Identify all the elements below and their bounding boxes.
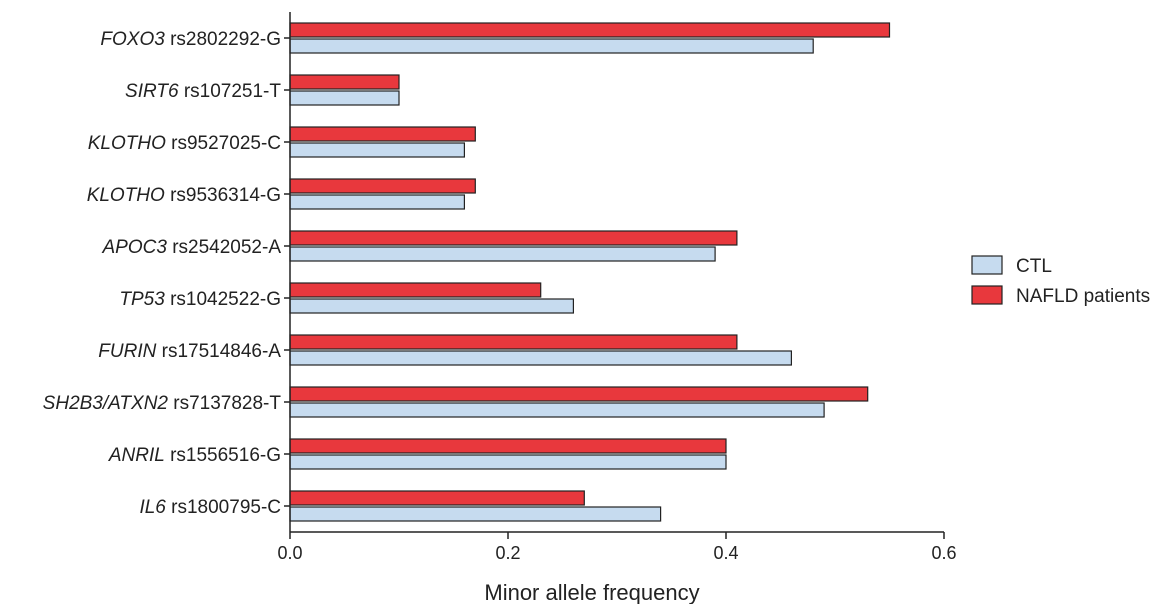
bar-nafld <box>290 231 737 245</box>
category-label: ANRIL rs1556516-G <box>108 445 281 466</box>
x-axis-ticks: 0.0 0.2 0.4 0.6 <box>277 532 956 563</box>
gene-name: ANRIL <box>108 445 165 466</box>
category-label: FURIN rs17514846-A <box>98 341 281 362</box>
gene-name: TP53 <box>119 289 165 310</box>
snp-id: rs17514846-A <box>156 341 281 362</box>
x-tick-label: 0.4 <box>713 543 738 563</box>
legend-label: NAFLD patients <box>1016 286 1150 307</box>
bars <box>290 23 890 521</box>
legend: CTL NAFLD patients <box>972 256 1150 307</box>
bar-nafld <box>290 127 475 141</box>
gene-name: APOC3 <box>102 237 168 258</box>
category-label: SH2B3/ATXN2 rs7137828-T <box>43 393 282 414</box>
gene-name: SIRT6 <box>125 81 179 102</box>
category-label: APOC3 rs2542052-A <box>102 237 282 258</box>
snp-id: rs2542052-A <box>167 237 281 258</box>
snp-id: rs7137828-T <box>168 393 281 414</box>
gene-name: FOXO3 <box>100 29 165 50</box>
bar-nafld <box>290 283 541 297</box>
bar-nafld <box>290 179 475 193</box>
snp-id: rs9536314-G <box>165 185 281 206</box>
gene-name: KLOTHO <box>87 185 165 206</box>
x-axis-title: Minor allele frequency <box>484 580 699 604</box>
bar-ctl <box>290 91 399 105</box>
snp-id: rs9527025-C <box>166 133 281 154</box>
bar-ctl <box>290 39 813 53</box>
gene-name: FURIN <box>98 341 156 362</box>
bar-nafld <box>290 387 868 401</box>
bar-nafld <box>290 491 584 505</box>
category-label: SIRT6 rs107251-T <box>125 81 281 102</box>
x-tick-label: 0.0 <box>277 543 302 563</box>
snp-id: rs107251-T <box>179 81 282 102</box>
legend-swatch <box>972 286 1002 304</box>
category-label: IL6 rs1800795-C <box>139 497 281 518</box>
y-axis-labels: FOXO3 rs2802292-G SIRT6 rs107251-T KLOTHO … <box>43 29 290 518</box>
bar-ctl <box>290 507 661 521</box>
gene-name: IL6 <box>139 497 166 518</box>
bar-ctl <box>290 299 573 313</box>
gene-name: KLOTHO <box>88 133 166 154</box>
x-tick-label: 0.2 <box>495 543 520 563</box>
legend-label: CTL <box>1016 256 1052 277</box>
category-label: KLOTHO rs9527025-C <box>88 133 281 154</box>
bar-nafld <box>290 23 890 37</box>
gene-name: SH2B3/ATXN2 <box>43 393 169 414</box>
snp-id: rs2802292-G <box>165 29 281 50</box>
snp-id: rs1042522-G <box>165 289 281 310</box>
category-label: FOXO3 rs2802292-G <box>100 29 281 50</box>
snp-id: rs1800795-C <box>166 497 281 518</box>
bar-ctl <box>290 195 464 209</box>
bar-nafld <box>290 439 726 453</box>
bar-ctl <box>290 143 464 157</box>
category-label: TP53 rs1042522-G <box>119 289 281 310</box>
snp-id: rs1556516-G <box>165 445 281 466</box>
bar-ctl <box>290 403 824 417</box>
bar-ctl <box>290 351 791 365</box>
bar-nafld <box>290 335 737 349</box>
category-label: KLOTHO rs9536314-G <box>87 185 281 206</box>
bar-nafld <box>290 75 399 89</box>
bar-ctl <box>290 455 726 469</box>
x-tick-label: 0.6 <box>931 543 956 563</box>
legend-swatch <box>972 256 1002 274</box>
bar-ctl <box>290 247 715 261</box>
